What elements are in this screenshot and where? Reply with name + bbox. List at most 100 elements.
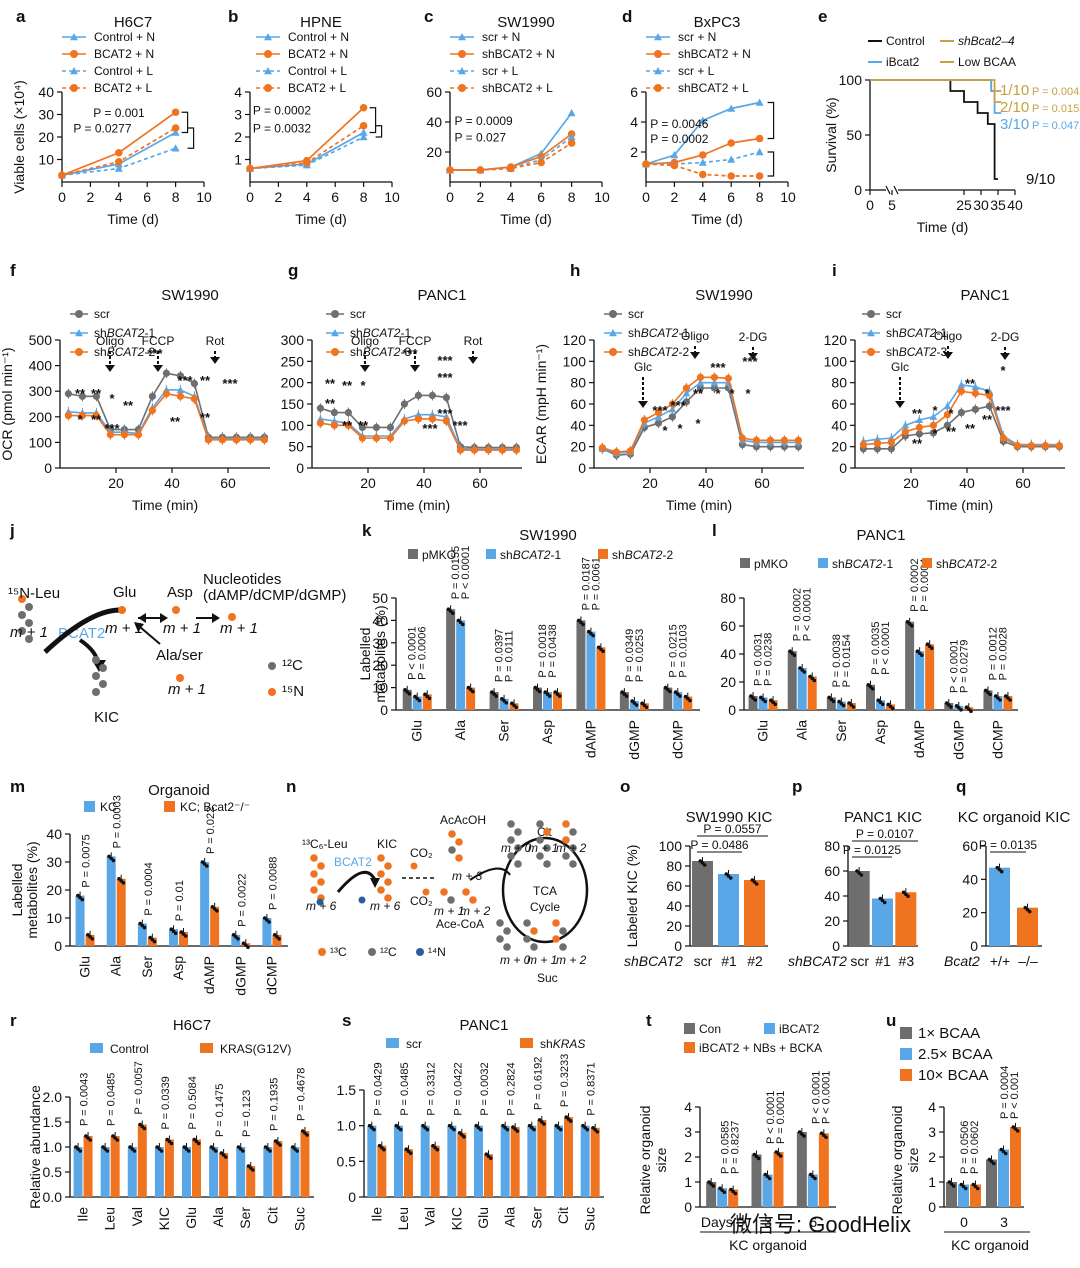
p-value: P = 0.0032 (253, 122, 311, 136)
significance-star: * (729, 386, 735, 401)
legend-entry: ¹⁴N (428, 945, 446, 959)
legend-swatch (164, 801, 175, 812)
arrow-head (360, 365, 370, 372)
legend-swatch (818, 558, 828, 568)
row-label: shBCAT2 (624, 953, 683, 969)
x-tick-label: KIC (156, 1207, 172, 1230)
y-tick-label: 300 (281, 332, 305, 348)
legend-entry: shBCAT2-1 (832, 557, 893, 571)
data-point (642, 160, 650, 168)
bar (412, 696, 422, 710)
injection-label: Oligo (934, 329, 962, 343)
data-dot (173, 931, 178, 935)
bar (905, 621, 915, 710)
compound-label: CO₂ (410, 894, 433, 908)
data-dot (169, 1141, 174, 1146)
x-tick-label: 5 (888, 197, 896, 213)
x-tick-label: dGMP (950, 720, 966, 760)
data-dot (372, 1127, 376, 1132)
data-dot (111, 858, 116, 863)
p-value: P = 0.0006 (417, 627, 429, 680)
succinate-atom (552, 919, 560, 927)
bar (596, 647, 606, 710)
injection-label: FCCP (399, 334, 432, 348)
y-tick-label: 250 (281, 353, 305, 369)
data-dot (963, 1186, 968, 1191)
legend-swatch (386, 1038, 399, 1048)
bar (866, 684, 875, 710)
y-tick-label: 20 (720, 674, 736, 690)
bar (192, 1139, 201, 1197)
y-tick-label: 4 (234, 84, 242, 100)
y-tick-label: 100 (839, 72, 863, 88)
significance-star: * (77, 412, 83, 427)
x-tick-label: Ile (368, 1207, 384, 1222)
legend-marker (654, 33, 662, 41)
p-value: P = 0.0012 (987, 627, 999, 680)
data-point (957, 408, 966, 417)
data-point (971, 389, 980, 397)
legend-marker (458, 50, 466, 58)
y-tick-label: 0 (380, 702, 388, 718)
data-point (232, 436, 240, 444)
data-dot (778, 1154, 783, 1158)
y-tick-label: 20 (372, 657, 388, 673)
y-tick-label: 150 (281, 396, 305, 412)
succinate-atom (559, 943, 567, 951)
x-tick-label: dGMP (626, 720, 642, 760)
legend-atom (368, 948, 376, 956)
p-value: P = 0.8371 (586, 1062, 598, 1115)
x-tick-label: 0 (246, 189, 254, 205)
p-value: P = 0.0061 (590, 557, 602, 610)
chart-title: Organoid (148, 782, 210, 799)
x-tick-label: 40 (416, 475, 432, 491)
chart-p: 0 20 40 60 80 scr #1 #3 PANC1 KIC shBCAT2 P = 0.01… (788, 809, 922, 969)
y-tick-label: 0.5 (337, 1153, 357, 1169)
legend-entry: shBCAT2-1 (886, 326, 947, 340)
data-dot (910, 624, 914, 628)
chart-title: KC organoid KIC (958, 809, 1071, 826)
data-point (476, 166, 485, 174)
data-point (943, 411, 952, 419)
data-dot (532, 1127, 536, 1132)
bar (989, 867, 1010, 946)
bar (474, 1125, 483, 1197)
bar (537, 1119, 547, 1197)
p-value: P = 0.0004 (143, 862, 155, 915)
bar (818, 1133, 829, 1207)
bar (683, 696, 693, 710)
legend-entry: iBcat2 (886, 55, 920, 69)
nitrogen-atom (118, 606, 126, 614)
data-dot (408, 1151, 413, 1156)
data-dot (505, 1127, 510, 1132)
mass-label: m + 6 (306, 899, 337, 913)
data-point (190, 379, 198, 388)
data-point (873, 445, 882, 453)
bar (209, 1147, 219, 1197)
p-value: P = 0.0001 (775, 1091, 787, 1144)
survival-curve (870, 79, 1002, 103)
data-point (612, 448, 621, 456)
x-tick-label: #1 (721, 953, 737, 969)
legend-entry: scr (350, 307, 366, 321)
legend-marker (331, 348, 339, 356)
p-value: P = 0.0002 (792, 588, 804, 641)
mass-label: m + 3 (452, 869, 483, 883)
citrate-atom (562, 852, 570, 860)
citrate-atom (569, 828, 577, 836)
p-value: P = 0.0472 (1032, 120, 1080, 132)
data-dot (813, 1176, 817, 1181)
bar (147, 937, 157, 946)
p-value: P = 0.6192 (532, 1057, 544, 1110)
p-value: P = 0.0152 (1032, 103, 1080, 115)
survival-fraction: 9/10 (1026, 171, 1055, 188)
x-tick-label: Ala (502, 1207, 518, 1227)
acac-atom (455, 854, 463, 862)
arrow-head (638, 401, 648, 408)
data-dot (407, 692, 412, 696)
data-point (670, 161, 679, 170)
acecoa-atom (469, 896, 477, 904)
significance-star: ** (946, 424, 957, 439)
chart-i: 0 20 40 60 80 100 120 20 40 60 Time (min) PANC1 scr s… (824, 287, 1065, 513)
